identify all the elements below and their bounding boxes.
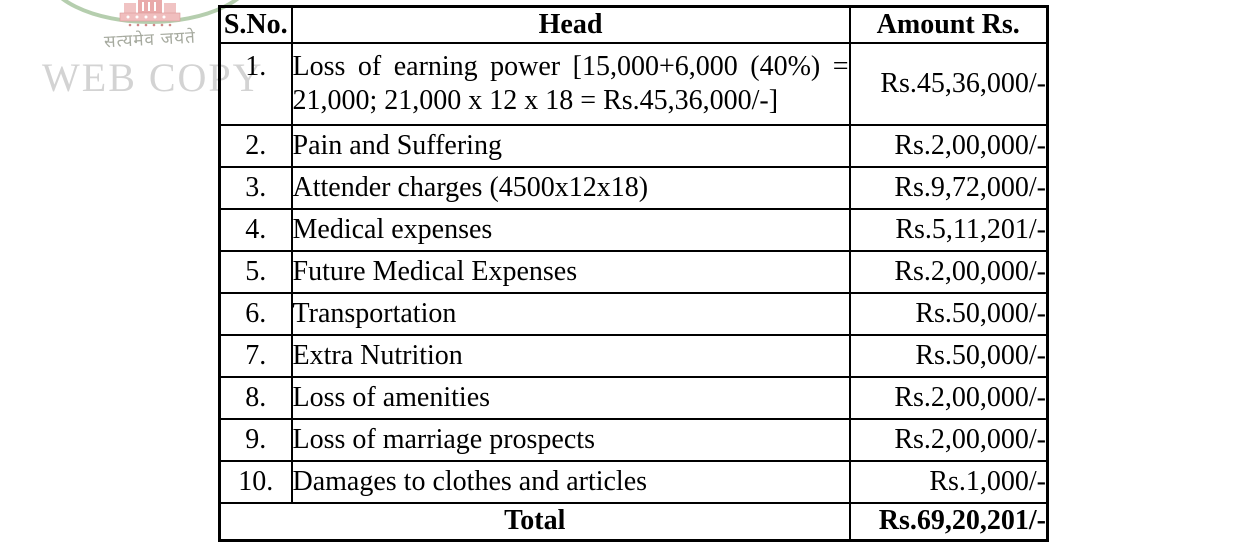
sno-cell: 4. (218, 207, 293, 252)
amount-cell: Rs.2,00,000/- (848, 123, 1049, 168)
table-header-row: S.No. Head Amount Rs. (218, 5, 1049, 44)
amount-cell: Rs.50,000/- (848, 291, 1049, 336)
total-amount: Rs.69,20,201/- (848, 501, 1049, 542)
sno-cell: 9. (218, 417, 293, 462)
amount-cell: Rs.50,000/- (848, 333, 1049, 378)
table-row: 10. Damages to clothes and articles Rs.1… (218, 459, 1049, 504)
table-row: 8. Loss of amenities Rs.2,00,000/- (218, 375, 1049, 420)
table-row: 7. Extra Nutrition Rs.50,000/- (218, 333, 1049, 378)
amount-cell: Rs.1,000/- (848, 459, 1049, 504)
sno-cell: 5. (218, 249, 293, 294)
table-row: 3. Attender charges (4500x12x18) Rs.9,72… (218, 165, 1049, 210)
amount-cell: Rs.5,11,201/- (848, 207, 1049, 252)
head-cell: Pain and Suffering (290, 123, 851, 168)
table-row: 5. Future Medical Expenses Rs.2,00,000/- (218, 249, 1049, 294)
head-cell: Transportation (290, 291, 851, 336)
column-header-sno: S.No. (218, 5, 293, 44)
compensation-table: S.No. Head Amount Rs. 1. Loss of earning… (218, 5, 1049, 542)
total-row: Total Rs.69,20,201/- (218, 501, 1049, 542)
amount-cell: Rs.2,00,000/- (848, 417, 1049, 462)
head-cell: Medical expenses (290, 207, 851, 252)
head-cell: Attender charges (4500x12x18) (290, 165, 851, 210)
sno-cell: 3. (218, 165, 293, 210)
column-header-head: Head (290, 5, 851, 44)
head-cell: Loss of amenities (290, 375, 851, 420)
sno-cell: 6. (218, 291, 293, 336)
table-row: 9. Loss of marriage prospects Rs.2,00,00… (218, 417, 1049, 462)
court-emblem-icon: सत्यमेव जयते (60, 0, 240, 52)
table-row: 6. Transportation Rs.50,000/- (218, 291, 1049, 336)
head-cell: Loss of earning power [15,000+6,000 (40%… (290, 41, 851, 126)
sno-cell: 2. (218, 123, 293, 168)
head-cell: Loss of marriage prospects (290, 417, 851, 462)
amount-cell: Rs.45,36,000/- (848, 41, 1049, 126)
motto-text: सत्यमेव जयते (104, 27, 197, 52)
total-label: Total (218, 501, 851, 542)
table-row: 2. Pain and Suffering Rs.2,00,000/- (218, 123, 1049, 168)
table-row: 4. Medical expenses Rs.5,11,201/- (218, 207, 1049, 252)
head-cell: Extra Nutrition (290, 333, 851, 378)
amount-cell: Rs.2,00,000/- (848, 249, 1049, 294)
sno-cell: 10. (218, 459, 293, 504)
head-cell: Future Medical Expenses (290, 249, 851, 294)
column-header-amount: Amount Rs. (848, 5, 1049, 44)
amount-cell: Rs.2,00,000/- (848, 375, 1049, 420)
head-cell: Damages to clothes and articles (290, 459, 851, 504)
emblem-crest (119, 0, 181, 27)
amount-cell: Rs.9,72,000/- (848, 165, 1049, 210)
table-row: 1. Loss of earning power [15,000+6,000 (… (218, 41, 1049, 126)
sno-cell: 1. (218, 41, 293, 126)
sno-cell: 7. (218, 333, 293, 378)
sno-cell: 8. (218, 375, 293, 420)
